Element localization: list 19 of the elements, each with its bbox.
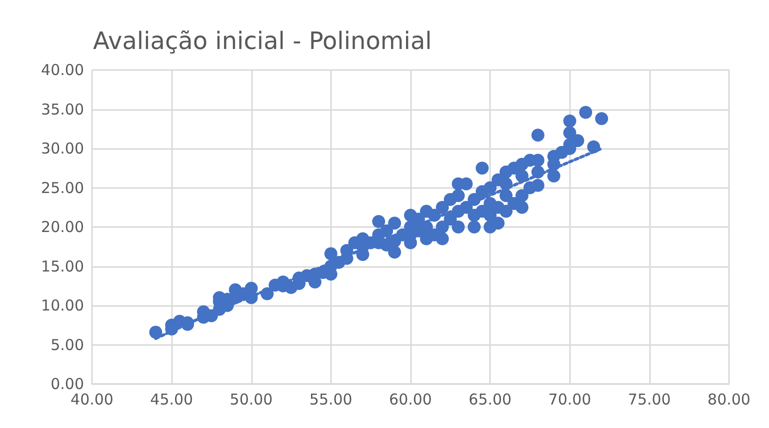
y-tick-label: 30.00 <box>41 140 84 158</box>
y-tick-label: 15.00 <box>41 257 84 276</box>
y-tick-label: 0.00 <box>50 375 84 393</box>
y-tick-label: 25.00 <box>41 178 84 197</box>
y-tick-label: 5.00 <box>50 336 84 354</box>
x-tick-label: 60.00 <box>389 390 432 408</box>
x-tick-label: 45.00 <box>150 390 194 408</box>
y-tick-label: 40.00 <box>41 61 84 79</box>
chart-title: Avaliação inicial - Polinomial <box>93 27 432 55</box>
x-tick-label: 75.00 <box>628 390 671 408</box>
x-tick-label: 40.00 <box>70 390 114 408</box>
x-tick-label: 65.00 <box>468 390 512 408</box>
x-tick-label: 70.00 <box>548 390 592 408</box>
x-tick-label: 50.00 <box>230 390 273 408</box>
y-tick-label: 35.00 <box>41 100 84 118</box>
y-tick-label: 20.00 <box>41 218 84 236</box>
y-tick-label: 10.00 <box>41 296 84 314</box>
x-tick-label: 80.00 <box>708 390 750 408</box>
x-tick-label: 55.00 <box>309 390 352 408</box>
